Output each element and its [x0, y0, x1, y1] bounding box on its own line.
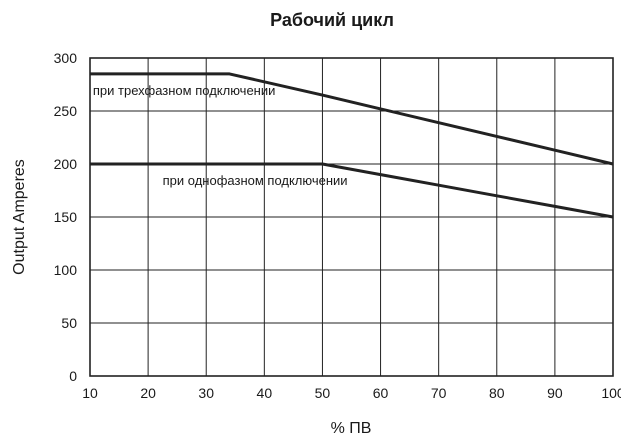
- y-tick-label: 300: [54, 50, 78, 66]
- series-line: [90, 72, 614, 166]
- y-tick-label: 150: [54, 209, 78, 225]
- x-tick-label: 40: [257, 385, 273, 401]
- series-lines: [90, 72, 614, 219]
- series-annotation: при однофазном подключении: [163, 173, 348, 188]
- x-tick-label: 80: [489, 385, 505, 401]
- x-tick-label: 10: [82, 385, 98, 401]
- y-tick-labels: 0 50 100 150 200 250 300: [54, 50, 78, 384]
- annotations: при трехфазном подключении при однофазном…: [93, 83, 348, 188]
- x-tick-label: 60: [373, 385, 389, 401]
- x-tick-label: 70: [431, 385, 447, 401]
- x-tick-label: 100: [601, 385, 621, 401]
- y-tick-label: 0: [69, 368, 77, 384]
- grid: [90, 58, 613, 376]
- y-axis-label: Output Amperes: [11, 159, 28, 275]
- x-tick-labels: 10 20 30 40 50 60 70 80 90 100: [82, 385, 621, 401]
- y-tick-label: 50: [61, 315, 77, 331]
- x-tick-label: 90: [547, 385, 563, 401]
- x-axis-label: % ПВ: [331, 420, 372, 437]
- x-tick-label: 50: [315, 385, 331, 401]
- chart-title: Рабочий цикл: [270, 10, 394, 30]
- y-tick-label: 100: [54, 262, 78, 278]
- series-line: [90, 162, 614, 219]
- x-tick-label: 30: [198, 385, 214, 401]
- x-tick-label: 20: [140, 385, 156, 401]
- y-tick-label: 200: [54, 156, 78, 172]
- y-tick-label: 250: [54, 103, 78, 119]
- series-annotation: при трехфазном подключении: [93, 83, 275, 98]
